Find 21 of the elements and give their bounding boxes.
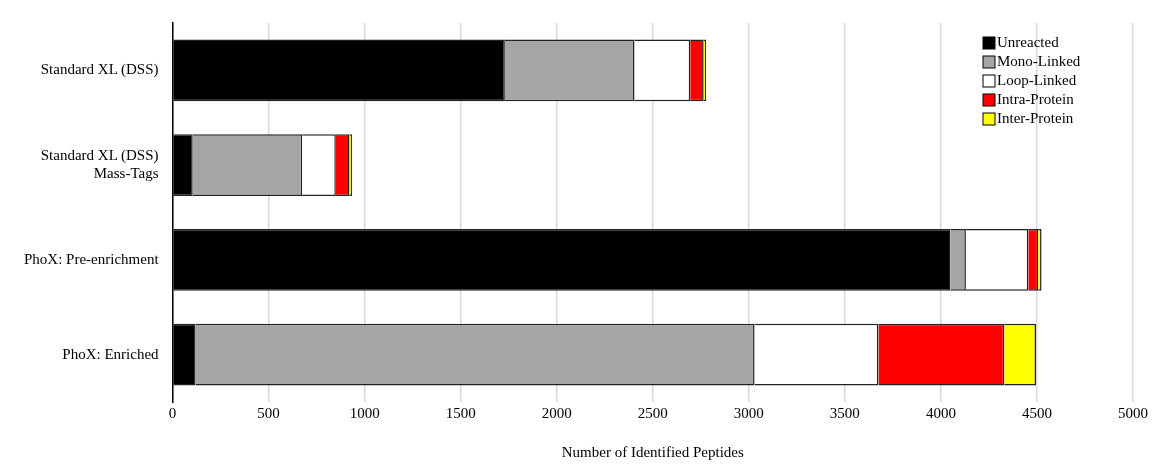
x-tick-label: 2000 xyxy=(541,404,572,421)
x-tick-label: 3000 xyxy=(733,404,764,421)
legend-label: Inter-Protein xyxy=(997,109,1074,126)
legend-label: Mono-Linked xyxy=(997,52,1081,69)
legend-label: Intra-Protein xyxy=(997,90,1075,107)
x-tick-label: 2500 xyxy=(637,404,668,421)
x-tick-label: 4500 xyxy=(1021,404,1052,421)
x-tick-label: 5000 xyxy=(1118,404,1148,421)
x-tick-label: 3500 xyxy=(829,404,860,421)
x-tick-label: 1000 xyxy=(349,404,380,421)
y-tick-label: PhoX: Enriched xyxy=(62,345,160,362)
y-tick-label: PhoX: Pre-enrichment xyxy=(23,250,160,267)
x-tick-label: 4000 xyxy=(925,404,956,421)
x-tick-label: 1500 xyxy=(445,404,476,421)
x-tick-label: 0 xyxy=(168,404,177,421)
x-axis-title: Number of Identified Peptides xyxy=(561,443,744,460)
legend-label: Unreacted xyxy=(997,33,1060,50)
x-tick-label: 500 xyxy=(257,404,280,421)
y-tick-label: Standard XL (DSS) Mass-Tags xyxy=(40,147,159,182)
y-tick-label: Standard XL (DSS) xyxy=(40,61,159,79)
legend-label: Loop-Linked xyxy=(997,71,1077,88)
